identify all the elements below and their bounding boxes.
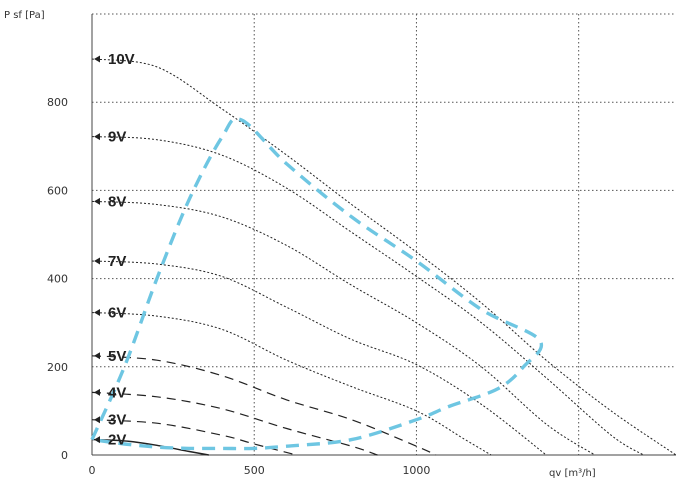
voltage-label-8v: 8V [94, 193, 126, 210]
y-axis-label: P sf [Pa] [4, 10, 45, 21]
arrow-left-icon [94, 133, 100, 141]
arrow-left-icon [94, 352, 100, 360]
arrow-left-icon [94, 309, 100, 317]
voltage-label-text: 8V [108, 193, 126, 210]
curve-5v [91, 355, 437, 456]
y-tick-label: 400 [47, 273, 68, 286]
arrow-left-icon [94, 55, 100, 63]
arrow-left-icon [94, 388, 100, 396]
voltage-label-text: 4V [108, 384, 126, 401]
voltage-label-2v: 2V [94, 432, 126, 449]
y-tick-label: 200 [47, 361, 68, 374]
voltage-label-10v: 10V [94, 51, 135, 68]
y-tick-label: 800 [47, 96, 68, 109]
voltage-label-text: 10V [108, 51, 135, 68]
voltage-label-text: 6V [108, 305, 126, 322]
voltage-label-4v: 4V [94, 384, 126, 401]
curve-6v [91, 312, 492, 456]
voltage-label-3v: 3V [94, 412, 126, 429]
arrow-left-icon [94, 257, 100, 265]
voltage-labels: 10V 9V 8V 7V 6V 5V 4V 3V 2V [94, 51, 135, 449]
voltage-label-text: 7V [108, 253, 126, 270]
curve-4v [91, 391, 378, 456]
voltage-label-6v: 6V [94, 305, 126, 322]
y-tick-label: 600 [47, 184, 68, 197]
curve-7v [91, 260, 547, 456]
envelope-line [90, 117, 544, 451]
axes [91, 14, 676, 456]
x-tick-label: 500 [244, 464, 265, 477]
operating-envelope [90, 117, 544, 451]
voltage-curves [91, 58, 677, 456]
voltage-label-text: 5V [108, 348, 126, 365]
voltage-label-5v: 5V [94, 348, 126, 365]
voltage-label-7v: 7V [94, 253, 126, 270]
arrow-left-icon [94, 436, 100, 444]
x-axis-label: qv [m³/h] [549, 468, 596, 479]
curve-8v [91, 200, 596, 456]
curve-9v [91, 136, 644, 456]
x-tick-label: 0 [89, 464, 96, 477]
grid [92, 13, 676, 455]
y-tick-label: 0 [61, 449, 68, 462]
curve-10v [91, 58, 677, 456]
curve-2v [91, 438, 209, 456]
arrow-left-icon [94, 197, 100, 205]
voltage-label-9v: 9V [94, 129, 126, 146]
x-tick-label: 1000 [402, 464, 430, 477]
voltage-label-text: 3V [108, 412, 126, 429]
arrow-left-icon [94, 416, 100, 424]
tick-labels: 0 500 1000 0 200 400 600 800 [47, 96, 430, 477]
voltage-label-text: 9V [108, 129, 126, 146]
voltage-label-text: 2V [108, 432, 126, 449]
